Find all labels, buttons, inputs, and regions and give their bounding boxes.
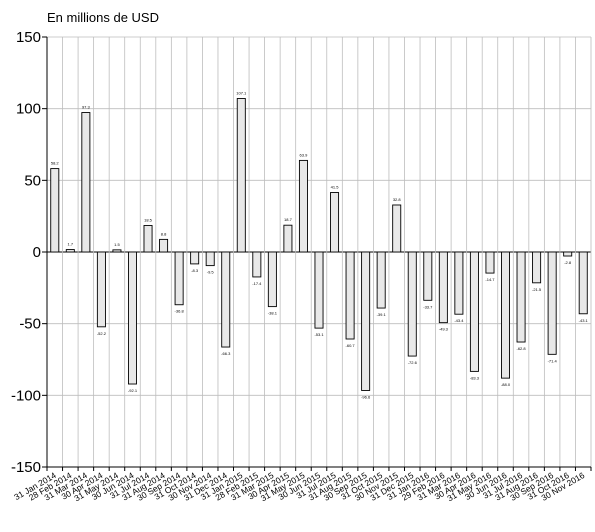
data-label: 58.2 (51, 161, 60, 166)
y-tick-label: 50 (24, 172, 41, 189)
data-label: 18.7 (284, 217, 293, 222)
data-label: -2.8 (564, 260, 572, 265)
bar (438, 251, 448, 324)
bar (423, 251, 433, 301)
data-label: -66.3 (221, 351, 231, 356)
bar (314, 251, 324, 329)
y-tick-label: 150 (16, 29, 41, 46)
data-label: -8.3 (191, 268, 199, 273)
bar (159, 238, 169, 253)
bar (221, 251, 231, 348)
bar (361, 251, 371, 391)
bar (112, 249, 122, 253)
data-label: -83.3 (470, 375, 480, 380)
bar (578, 251, 588, 315)
data-label: 8.8 (161, 231, 167, 236)
bar (345, 251, 355, 340)
bar (516, 251, 526, 343)
data-label: -60.7 (346, 343, 356, 348)
data-label: 1.7 (68, 242, 74, 247)
data-label: -33.7 (423, 304, 433, 309)
bar (190, 251, 200, 265)
y-tick-label: -50 (19, 316, 41, 333)
bar (563, 251, 573, 257)
bar (65, 249, 75, 253)
data-label: -17.4 (252, 281, 262, 286)
data-label: -62.8 (516, 346, 526, 351)
bar (50, 168, 60, 253)
data-label: 107.1 (236, 90, 247, 95)
data-label: -43.4 (454, 318, 464, 323)
bar (143, 225, 153, 253)
y-tick-label: -100 (11, 387, 41, 404)
data-label: -53.1 (314, 332, 324, 337)
bar (532, 251, 542, 284)
data-label: -92.1 (128, 388, 138, 393)
bar (96, 251, 106, 328)
bar (485, 251, 495, 274)
data-label: -72.6 (408, 360, 418, 365)
bar (330, 192, 340, 253)
data-label: 97.3 (82, 105, 91, 110)
bar (501, 251, 511, 379)
data-label: -36.8 (175, 309, 185, 314)
data-label: 18.5 (144, 217, 153, 222)
bar (81, 112, 91, 253)
data-label: -49.3 (439, 327, 449, 332)
y-tick-label: 0 (33, 244, 41, 261)
bar (127, 251, 137, 385)
data-label: -88.0 (501, 382, 511, 387)
data-label: -14.7 (485, 277, 495, 282)
data-label: -43.1 (579, 318, 589, 323)
data-label: -39.1 (377, 312, 387, 317)
bar (267, 251, 277, 308)
data-label: -71.4 (548, 358, 558, 363)
bar (236, 98, 246, 253)
bar (407, 251, 417, 357)
data-label: -9.5 (207, 270, 215, 275)
bar (283, 224, 293, 253)
bar (298, 159, 308, 253)
bar (454, 251, 464, 315)
data-label: -21.5 (532, 287, 542, 292)
bar (392, 204, 402, 253)
bar (547, 251, 557, 355)
bar (376, 251, 386, 309)
data-label: 41.5 (331, 185, 340, 190)
unit-label: En millions de USD (47, 10, 159, 25)
data-label: 32.8 (393, 197, 402, 202)
data-label: 63.9 (300, 152, 309, 157)
bar (252, 251, 262, 278)
bar (205, 251, 215, 267)
y-tick-label: -150 (11, 459, 41, 476)
data-label: -38.1 (268, 311, 278, 316)
bar (469, 251, 479, 372)
data-label: 1.5 (114, 242, 120, 247)
data-label: -52.2 (97, 331, 107, 336)
data-label: -96.6 (361, 394, 371, 399)
bar (174, 251, 184, 306)
y-tick-label: 100 (16, 101, 41, 118)
